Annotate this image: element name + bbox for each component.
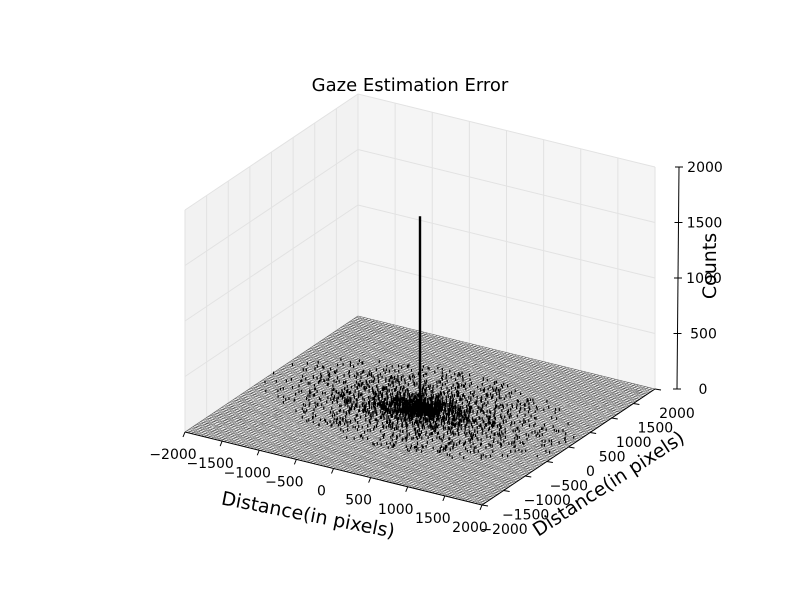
y-tick-mark [611,417,618,420]
y-tick-mark [568,446,575,449]
y-tick-label: −1000 [524,493,571,509]
x-tick-label: −1000 [224,465,271,481]
z-grid-line [184,148,656,266]
x-tick-mark [479,504,483,511]
x-tick-mark [256,450,260,456]
z-grid-line [184,259,656,377]
y-tick-mark [525,475,532,478]
x-tick-mark [219,440,223,447]
x-tick-label: −2000 [149,447,196,463]
x-tick-mark [368,477,372,483]
x-tick-label: 2000 [452,520,488,536]
x-tick-label: −500 [265,474,303,490]
y-tick-label: −1500 [502,508,549,524]
x-tick-mark [293,459,297,465]
x-tick-mark [442,495,446,502]
y-tick-label: 500 [599,450,626,466]
y-tick-label: −2000 [480,522,527,538]
y-tick-mark [481,504,489,507]
y-tick-label: 0 [586,464,595,480]
y-tick-mark [590,432,597,434]
z-tick-label: 0 [699,382,708,398]
y-tick-mark [503,490,510,492]
x-tick-label: 1000 [378,502,414,518]
z-axis-ticks: 0 500 1000 1500 2000 [673,160,723,398]
x-tick-label: 0 [317,484,326,500]
y-tick-label: 2000 [659,406,695,422]
x-tick-label: −1500 [186,456,233,472]
z-grid-line [184,204,656,322]
y-tick-label: 1000 [616,435,652,451]
x-tick-label: 500 [345,493,372,509]
z-grid-line [184,93,656,211]
y-tick-mark [654,388,662,391]
x-tick-mark [405,486,409,492]
y-tick-mark [546,461,553,463]
z-axis-title: Counts [699,233,721,299]
z-tick-label: 500 [690,327,717,343]
z-tick-label: 1000 [686,271,722,287]
x-tick-mark [182,431,186,438]
y-tick-label: 1500 [638,421,674,437]
x-tick-mark [331,468,334,474]
x-tick-label: 1500 [415,511,451,527]
chart-title: Gaze Estimation Error [312,75,509,96]
z-tick-label: 2000 [687,160,723,176]
z-tick-label: 1500 [687,216,723,232]
y-tick-label: −500 [550,479,588,495]
y-tick-mark [633,403,640,405]
